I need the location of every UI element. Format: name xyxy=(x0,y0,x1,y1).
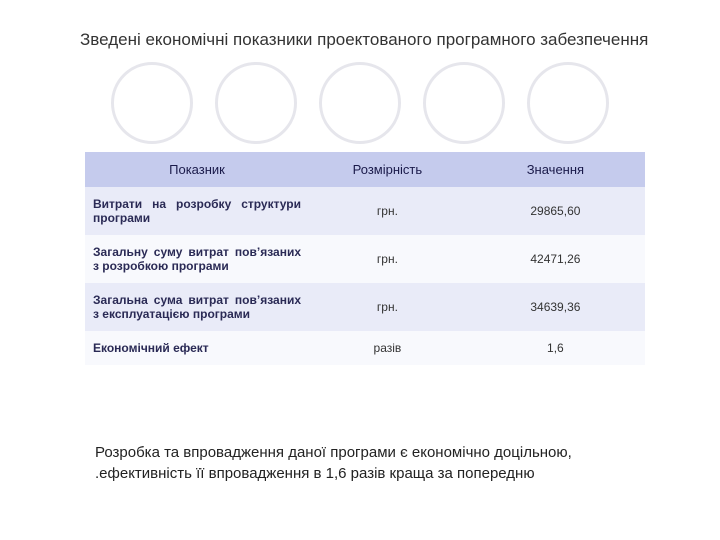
cell-indicator: Економічний ефект xyxy=(85,331,309,365)
decorative-circles xyxy=(0,62,720,144)
circle-decoration xyxy=(111,62,193,144)
footer-text: Розробка та впровадження даної програми … xyxy=(95,442,660,486)
cell-value: 29865,60 xyxy=(466,187,645,235)
footer-line-2: .ефективність її впровадження в 1,6 разі… xyxy=(95,463,660,485)
circle-decoration xyxy=(319,62,401,144)
circle-decoration xyxy=(423,62,505,144)
cell-unit: грн. xyxy=(309,235,466,283)
cell-indicator: Витрати на розробку структури програми xyxy=(85,187,309,235)
cell-indicator: Загальну суму витрат пов’язаних з розроб… xyxy=(85,235,309,283)
circle-decoration xyxy=(527,62,609,144)
cell-unit: разів xyxy=(309,331,466,365)
cell-value: 42471,26 xyxy=(466,235,645,283)
table-header-row: Показник Розмірність Значення xyxy=(85,152,645,187)
economics-table: Показник Розмірність Значення Витрати на… xyxy=(85,152,645,365)
footer-line-1: Розробка та впровадження даної програми … xyxy=(95,442,660,464)
table-row: Економічний ефект разів 1,6 xyxy=(85,331,645,365)
circle-decoration xyxy=(215,62,297,144)
col-header-indicator: Показник xyxy=(85,152,309,187)
table-row: Витрати на розробку структури програми г… xyxy=(85,187,645,235)
table-row: Загальну суму витрат пов’язаних з розроб… xyxy=(85,235,645,283)
col-header-value: Значення xyxy=(466,152,645,187)
table-row: Загальна сума витрат пов’язаних з експлу… xyxy=(85,283,645,331)
cell-indicator: Загальна сума витрат пов’язаних з експлу… xyxy=(85,283,309,331)
page-title: Зведені економічні показники проектовано… xyxy=(80,30,690,50)
cell-value: 1,6 xyxy=(466,331,645,365)
cell-unit: грн. xyxy=(309,283,466,331)
cell-unit: грн. xyxy=(309,187,466,235)
cell-value: 34639,36 xyxy=(466,283,645,331)
col-header-unit: Розмірність xyxy=(309,152,466,187)
